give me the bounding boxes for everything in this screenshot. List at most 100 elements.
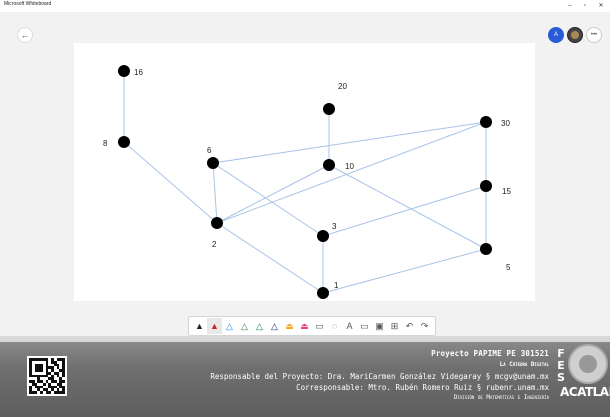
node-label-2: 2 <box>212 240 217 249</box>
qr-module <box>42 374 46 378</box>
node-30 <box>480 116 492 128</box>
qr-module <box>42 388 46 392</box>
node-label-20: 20 <box>338 82 347 91</box>
qr-module <box>31 358 35 361</box>
qr-module <box>37 363 41 367</box>
collaborator-avatar[interactable] <box>567 27 583 43</box>
footer-project: Proyecto PAPIME PE 301521 <box>431 349 549 358</box>
qr-module <box>53 363 57 367</box>
back-arrow-icon[interactable]: ← <box>17 27 33 43</box>
qr-module <box>56 374 60 378</box>
footer-banner <box>0 336 610 417</box>
qr-module <box>53 371 57 375</box>
highlighter-pink-tool[interactable]: ⏏ <box>300 320 309 331</box>
qr-module <box>53 391 57 395</box>
qr-module <box>51 374 54 378</box>
node-3 <box>317 230 329 242</box>
qr-module <box>62 363 66 367</box>
qr-module <box>45 371 49 375</box>
node-6 <box>207 157 219 169</box>
pen-teal-tool[interactable]: △ <box>256 320 263 331</box>
node-label-3: 3 <box>332 222 337 231</box>
fes-logo-text: F E S <box>557 347 565 384</box>
qr-module <box>59 358 63 361</box>
qr-module <box>59 380 63 383</box>
qr-module <box>56 388 60 392</box>
qr-module <box>51 366 54 370</box>
qr-module <box>40 358 43 361</box>
qr-module <box>56 363 60 367</box>
whiteboard-canvas[interactable]: 16 8 6 2 20 10 3 1 30 15 5 <box>74 43 535 301</box>
edge-2-30 <box>216 121 487 224</box>
edge-1-5 <box>322 248 487 294</box>
qr-module <box>56 382 60 386</box>
qr-module <box>53 385 57 389</box>
note-tool[interactable]: ▭ <box>360 320 369 331</box>
edge-2-1 <box>216 222 324 294</box>
qr-module <box>29 388 32 392</box>
app-title: Microsoft Whiteboard <box>4 1 52 7</box>
qr-module <box>51 377 54 381</box>
text-tool[interactable]: A <box>346 321 353 331</box>
node-10 <box>323 159 335 171</box>
qr-module <box>37 366 41 370</box>
qr-module <box>62 360 66 364</box>
qr-module <box>62 388 66 392</box>
nodes-layer <box>118 65 492 299</box>
qr-module <box>62 358 66 361</box>
qr-module <box>29 366 32 370</box>
undo-tool[interactable]: ↶ <box>405 320 414 331</box>
node-15 <box>480 180 492 192</box>
node-1 <box>317 287 329 299</box>
qr-module <box>29 391 32 395</box>
qr-module <box>34 391 38 395</box>
qr-module <box>40 374 43 378</box>
user-avatar[interactable]: A <box>548 27 564 43</box>
qr-module <box>53 360 57 364</box>
minimize-button[interactable]: – <box>568 3 572 9</box>
close-button[interactable]: ✕ <box>598 3 604 9</box>
eraser-tool[interactable]: ▭ <box>315 320 324 331</box>
node-label-8: 8 <box>103 139 108 148</box>
qr-module <box>42 382 46 386</box>
qr-module <box>45 391 49 395</box>
graph-drawing: 16 8 6 2 20 10 3 1 30 15 5 <box>103 65 511 299</box>
qr-module <box>59 377 63 381</box>
pen-navy-tool[interactable]: △ <box>271 320 278 331</box>
insert-tool[interactable]: ⊞ <box>390 320 399 331</box>
footer-division: División de Matemáticas e Ingeniería <box>453 394 549 401</box>
qr-module <box>29 363 32 367</box>
qr-module <box>56 358 60 361</box>
pen-green-tool[interactable]: △ <box>241 320 248 331</box>
qr-module <box>34 366 38 370</box>
qr-code-icon <box>27 356 67 396</box>
qr-module <box>45 366 49 370</box>
qr-module <box>34 382 38 386</box>
qr-module <box>62 391 66 395</box>
edge-3-15 <box>322 185 487 237</box>
qr-module <box>29 369 32 372</box>
node-label-1: 1 <box>334 281 339 290</box>
maximize-button[interactable]: ▫ <box>583 3 587 9</box>
qr-module <box>59 385 63 389</box>
node-5 <box>480 243 492 255</box>
qr-module <box>37 380 41 383</box>
qr-module <box>45 363 49 367</box>
footer-coresponsible: Corresponsable: Mtro. Rubén Romero Ruiz … <box>296 383 549 392</box>
qr-module <box>62 369 66 372</box>
pen-red-tool[interactable]: ▲ <box>207 318 222 334</box>
qr-module <box>34 358 38 361</box>
lasso-tool[interactable]: ◌ <box>331 321 338 331</box>
highlighter-yellow-tool[interactable]: ⏏ <box>285 320 294 331</box>
redo-tool[interactable]: ↷ <box>420 320 429 331</box>
qr-module <box>37 385 41 389</box>
pen-blue-tool[interactable]: △ <box>226 320 233 331</box>
node-label-16: 16 <box>134 68 143 77</box>
edges-layer <box>123 71 487 294</box>
pen-black-tool[interactable]: ▲ <box>195 321 204 331</box>
qr-module <box>37 374 41 378</box>
image-tool[interactable]: ▣ <box>375 320 384 331</box>
more-options-icon[interactable]: ••• <box>586 27 602 43</box>
qr-module <box>40 385 43 389</box>
